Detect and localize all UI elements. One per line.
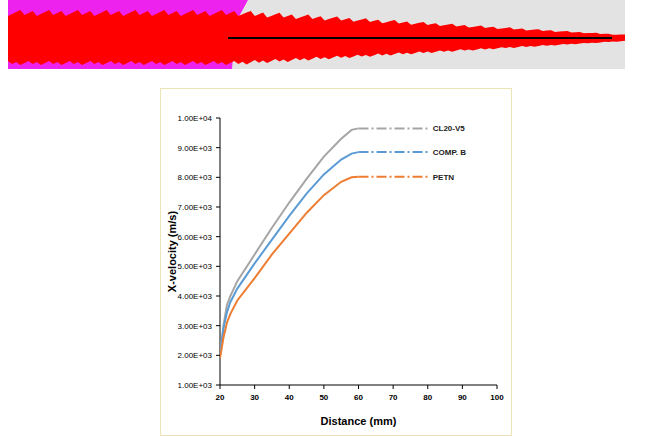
image-band	[8, 10, 625, 65]
x-tick-label: 20	[216, 393, 225, 402]
y-tick	[216, 177, 220, 178]
y-tick-label: 6.00E+03	[178, 233, 213, 242]
y-tick	[216, 266, 220, 267]
legend-label: COMP. B	[433, 148, 466, 157]
x-tick-label: 90	[458, 393, 467, 402]
y-tick-label: 9.00E+03	[178, 144, 213, 153]
x-axis-label: Distance (mm)	[321, 415, 397, 427]
y-tick-label: 7.00E+03	[178, 203, 213, 212]
x-tick	[358, 385, 359, 389]
y-tick	[216, 296, 220, 297]
x-tick	[254, 385, 255, 389]
y-tick	[216, 236, 220, 237]
legend-label: CL20-V5	[433, 124, 466, 133]
y-tick-label: 1.00E+03	[178, 381, 213, 390]
y-tick-label: 4.00E+03	[178, 292, 213, 301]
x-tick-label: 60	[354, 393, 363, 402]
page: 1.00E+03 2.00E+03 3.00E+03 4.00E+03 5.00E+03…	[0, 0, 669, 436]
y-tick-label: 8.00E+03	[178, 173, 213, 182]
series-line	[359, 127, 428, 129]
x-tick	[427, 385, 428, 389]
legend-label: PETN	[433, 173, 455, 182]
y-axis-label: X-velocity (m/s)	[166, 211, 178, 293]
series-line	[359, 176, 428, 178]
series-line	[359, 151, 428, 153]
y-tick	[216, 385, 220, 386]
x-tick-label: 80	[423, 393, 432, 402]
y-tick-label: 2.00E+03	[178, 351, 213, 360]
x-tick	[289, 385, 290, 389]
y-tick	[216, 147, 220, 148]
series-line	[220, 177, 359, 359]
x-tick	[497, 385, 498, 389]
y-tick	[216, 118, 220, 119]
x-tick	[220, 385, 221, 389]
image-background	[8, 0, 625, 69]
x-tick-label: 50	[319, 393, 328, 402]
x-tick	[462, 385, 463, 389]
x-tick-label: 100	[490, 393, 504, 402]
series-line	[220, 128, 359, 355]
x-tick-label: 40	[285, 393, 294, 402]
y-tick	[216, 355, 220, 356]
y-tick	[216, 207, 220, 208]
x-tick	[393, 385, 394, 389]
chart-frame	[161, 89, 512, 436]
image-rod	[228, 37, 612, 39]
y-tick-label: 3.00E+03	[178, 322, 213, 331]
x-tick-label: 70	[389, 393, 398, 402]
y-tick-label: 5.00E+03	[178, 262, 213, 271]
plot-area	[220, 128, 428, 358]
simulation-image	[8, 0, 625, 69]
y-tick-label: 1.00E+04	[178, 114, 213, 123]
y-tick	[216, 325, 220, 326]
series-line	[220, 152, 359, 355]
x-tick	[323, 385, 324, 389]
x-tick-label: 30	[250, 393, 259, 402]
